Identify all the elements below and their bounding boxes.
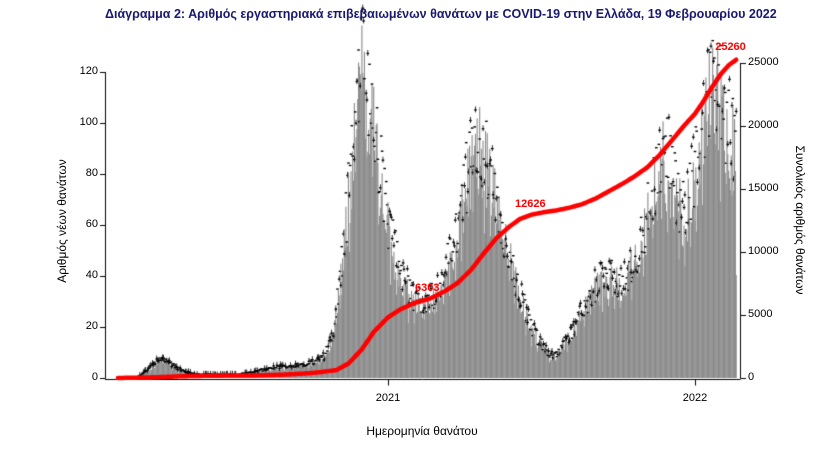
y-right-tick-label: 0	[748, 371, 755, 383]
y-right-tick-label: 10000	[748, 245, 779, 257]
cumulative-annotation: 25260	[715, 40, 746, 53]
x-tick-label: 2021	[375, 392, 401, 404]
y-right-tick-label: 15000	[748, 182, 779, 194]
y-left-tick-label: 20	[85, 320, 98, 332]
y-left-tick-label: 80	[85, 167, 98, 179]
y-left-tick-label: 40	[85, 269, 98, 281]
y-right-tick-label: 5000	[748, 308, 773, 320]
y-axis-label-left: Αριθμός νέων θανάτων	[55, 159, 69, 283]
x-axis-label: Ημερομηνία θανάτου	[366, 424, 478, 438]
y-left-tick-label: 0	[91, 371, 98, 383]
x-tick-label: 2022	[682, 392, 708, 404]
y-axis-label-right: Συνολικός αριθμός θανάτων	[793, 145, 807, 295]
chart-title: Διάγραμμα 2: Αριθμός εργαστηριακά επιβεβ…	[105, 7, 777, 21]
y-right-tick-label: 20000	[748, 119, 779, 131]
cumulative-annotation: 6303	[415, 281, 440, 294]
y-right-tick-label: 25000	[748, 56, 779, 68]
y-left-tick-label: 60	[85, 218, 98, 230]
cumulative-annotation: 12626	[515, 197, 546, 210]
y-left-tick-label: 100	[79, 116, 98, 128]
y-left-tick-label: 120	[79, 65, 98, 77]
